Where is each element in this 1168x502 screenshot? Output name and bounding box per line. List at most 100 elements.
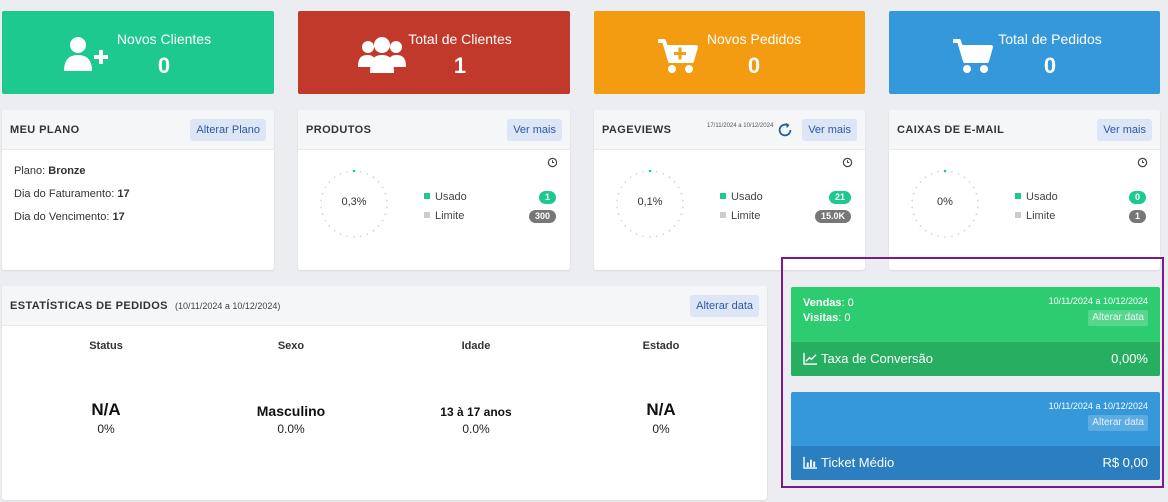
conversion-label: Taxa de Conversão bbox=[821, 351, 934, 366]
gauge-tick bbox=[924, 229, 927, 232]
gauge-tick bbox=[649, 236, 651, 238]
gauge-tick bbox=[372, 229, 375, 232]
gauge-tick bbox=[668, 176, 671, 179]
change-plan-button[interactable]: Alterar Plano bbox=[190, 119, 266, 141]
legend-label: Limite bbox=[1026, 210, 1056, 222]
gauge-tick bbox=[324, 186, 327, 189]
gauge-tick bbox=[384, 213, 387, 216]
gauge-tick bbox=[333, 229, 336, 232]
stat-value: 0 bbox=[1043, 53, 1057, 78]
column-percent: 0.0% bbox=[462, 422, 490, 436]
plan-row: Plano: Bronze bbox=[14, 165, 86, 177]
gauge-tick bbox=[915, 186, 918, 189]
visits-label: Visitas bbox=[803, 312, 839, 324]
gauge-tick bbox=[381, 219, 384, 222]
conversion-value: 0,00% bbox=[1111, 351, 1148, 366]
gauge-tick bbox=[681, 206, 684, 209]
column-header: Status bbox=[89, 340, 123, 352]
column-percent: 0% bbox=[97, 422, 115, 436]
date-range: 10/11/2024 a 10/12/2024 bbox=[1048, 296, 1148, 306]
gauge-tick bbox=[635, 233, 638, 236]
billing-label: Dia do Faturamento: bbox=[14, 188, 115, 200]
gauge-tick bbox=[324, 219, 327, 222]
usage-percent: 0% bbox=[937, 196, 953, 208]
bar-chart-icon bbox=[803, 456, 817, 469]
see-more-button[interactable]: Ver mais bbox=[507, 119, 562, 141]
gauge-tick bbox=[680, 213, 683, 216]
cart-plus-icon bbox=[658, 39, 698, 73]
usage-percent: 0,1% bbox=[637, 196, 663, 208]
gauge-tick bbox=[339, 172, 342, 175]
gauge-tick bbox=[677, 186, 680, 189]
gauge-tick bbox=[972, 219, 975, 222]
cart-icon bbox=[953, 39, 993, 73]
legend-limit: Limite bbox=[1015, 210, 1055, 222]
limit-swatch bbox=[720, 212, 726, 218]
clock-icon[interactable] bbox=[1137, 157, 1148, 168]
stat-label: Total de Pedidos bbox=[998, 31, 1102, 47]
gauge-tick bbox=[333, 176, 336, 179]
conversion-footer: Taxa de Conversão 0,00% bbox=[791, 342, 1160, 376]
card-title: MEU PLANO bbox=[10, 124, 80, 136]
gauge-tick bbox=[655, 235, 658, 238]
gauge-tick bbox=[957, 172, 960, 175]
legend-limit: Limite bbox=[720, 210, 760, 222]
gauge-tick bbox=[677, 219, 680, 222]
legend-used: Usado bbox=[424, 191, 467, 203]
column-header: Estado bbox=[642, 340, 680, 352]
gauge-tick bbox=[359, 170, 362, 173]
used-badge: 0 bbox=[1128, 191, 1146, 204]
gauge-tick bbox=[616, 199, 619, 202]
gauge-tick bbox=[968, 225, 971, 227]
legend-limit: Limite bbox=[424, 210, 464, 222]
used-badge: 1 bbox=[538, 191, 556, 204]
gauge-tick bbox=[930, 172, 933, 175]
gauge-tick bbox=[642, 170, 645, 173]
gauge-tick bbox=[673, 181, 676, 183]
gauge-tick bbox=[320, 206, 323, 209]
refresh-icon[interactable] bbox=[776, 121, 794, 139]
clock-icon[interactable] bbox=[547, 157, 558, 168]
limit-badge: 300 bbox=[528, 210, 556, 223]
gauge-tick bbox=[648, 169, 652, 173]
stat-value: 0 bbox=[157, 53, 171, 78]
card-header: PAGEVIEWS 17/11/2024 a 10/12/2024 Ver ma… bbox=[594, 110, 865, 150]
legend-label: Limite bbox=[435, 210, 465, 222]
products-card: PRODUTOS Ver mais 0,3% Usado 1 Limite 30… bbox=[298, 110, 570, 270]
change-date-button[interactable]: Alterar data bbox=[1088, 310, 1148, 326]
gauge-tick bbox=[328, 225, 331, 227]
used-badge: 21 bbox=[828, 191, 851, 204]
gauge-tick bbox=[919, 225, 922, 227]
plan-value: Bronze bbox=[48, 165, 86, 177]
due-value: 17 bbox=[112, 211, 125, 223]
stat-label: Total de Clientes bbox=[408, 31, 512, 47]
stat-card-new-clients: Novos Clientes 0 bbox=[2, 11, 274, 94]
visits-value: : 0 bbox=[838, 312, 851, 324]
sales-row: Vendas: 0 bbox=[803, 297, 854, 309]
stat-card-new-orders: Novos Pedidos 0 bbox=[594, 11, 865, 94]
card-header: CAIXAS DE E-MAIL Ver mais bbox=[889, 110, 1160, 150]
gauge-tick bbox=[919, 181, 922, 183]
change-date-button[interactable]: Alterar data bbox=[1088, 415, 1148, 431]
ticket-label: Ticket Médio bbox=[821, 455, 895, 470]
gauge-tick bbox=[911, 206, 914, 209]
limit-badge: 1 bbox=[1128, 210, 1146, 223]
gauge-tick bbox=[975, 192, 978, 195]
date-range: (10/11/2024 a 10/12/2024) bbox=[175, 301, 281, 311]
gauge-tick bbox=[359, 235, 362, 238]
due-label: Dia do Vencimento: bbox=[14, 211, 110, 223]
gauge-tick bbox=[655, 170, 658, 173]
gauge-tick bbox=[911, 199, 914, 202]
stat-label: Novos Pedidos bbox=[706, 31, 802, 47]
see-more-button[interactable]: Ver mais bbox=[1097, 119, 1152, 141]
gauge-tick bbox=[635, 172, 638, 175]
sales-label: Vendas bbox=[803, 297, 842, 309]
see-more-button[interactable]: Ver mais bbox=[802, 119, 857, 141]
change-date-button[interactable]: Alterar data bbox=[690, 295, 759, 317]
due-row: Dia do Vencimento: 17 bbox=[14, 211, 125, 223]
gauge-tick bbox=[680, 192, 683, 195]
clock-icon[interactable] bbox=[842, 157, 853, 168]
gauge-tick bbox=[381, 186, 384, 189]
gauge-tick bbox=[930, 233, 933, 236]
card-title: ESTATÍSTICAS DE PEDIDOS bbox=[10, 300, 168, 312]
